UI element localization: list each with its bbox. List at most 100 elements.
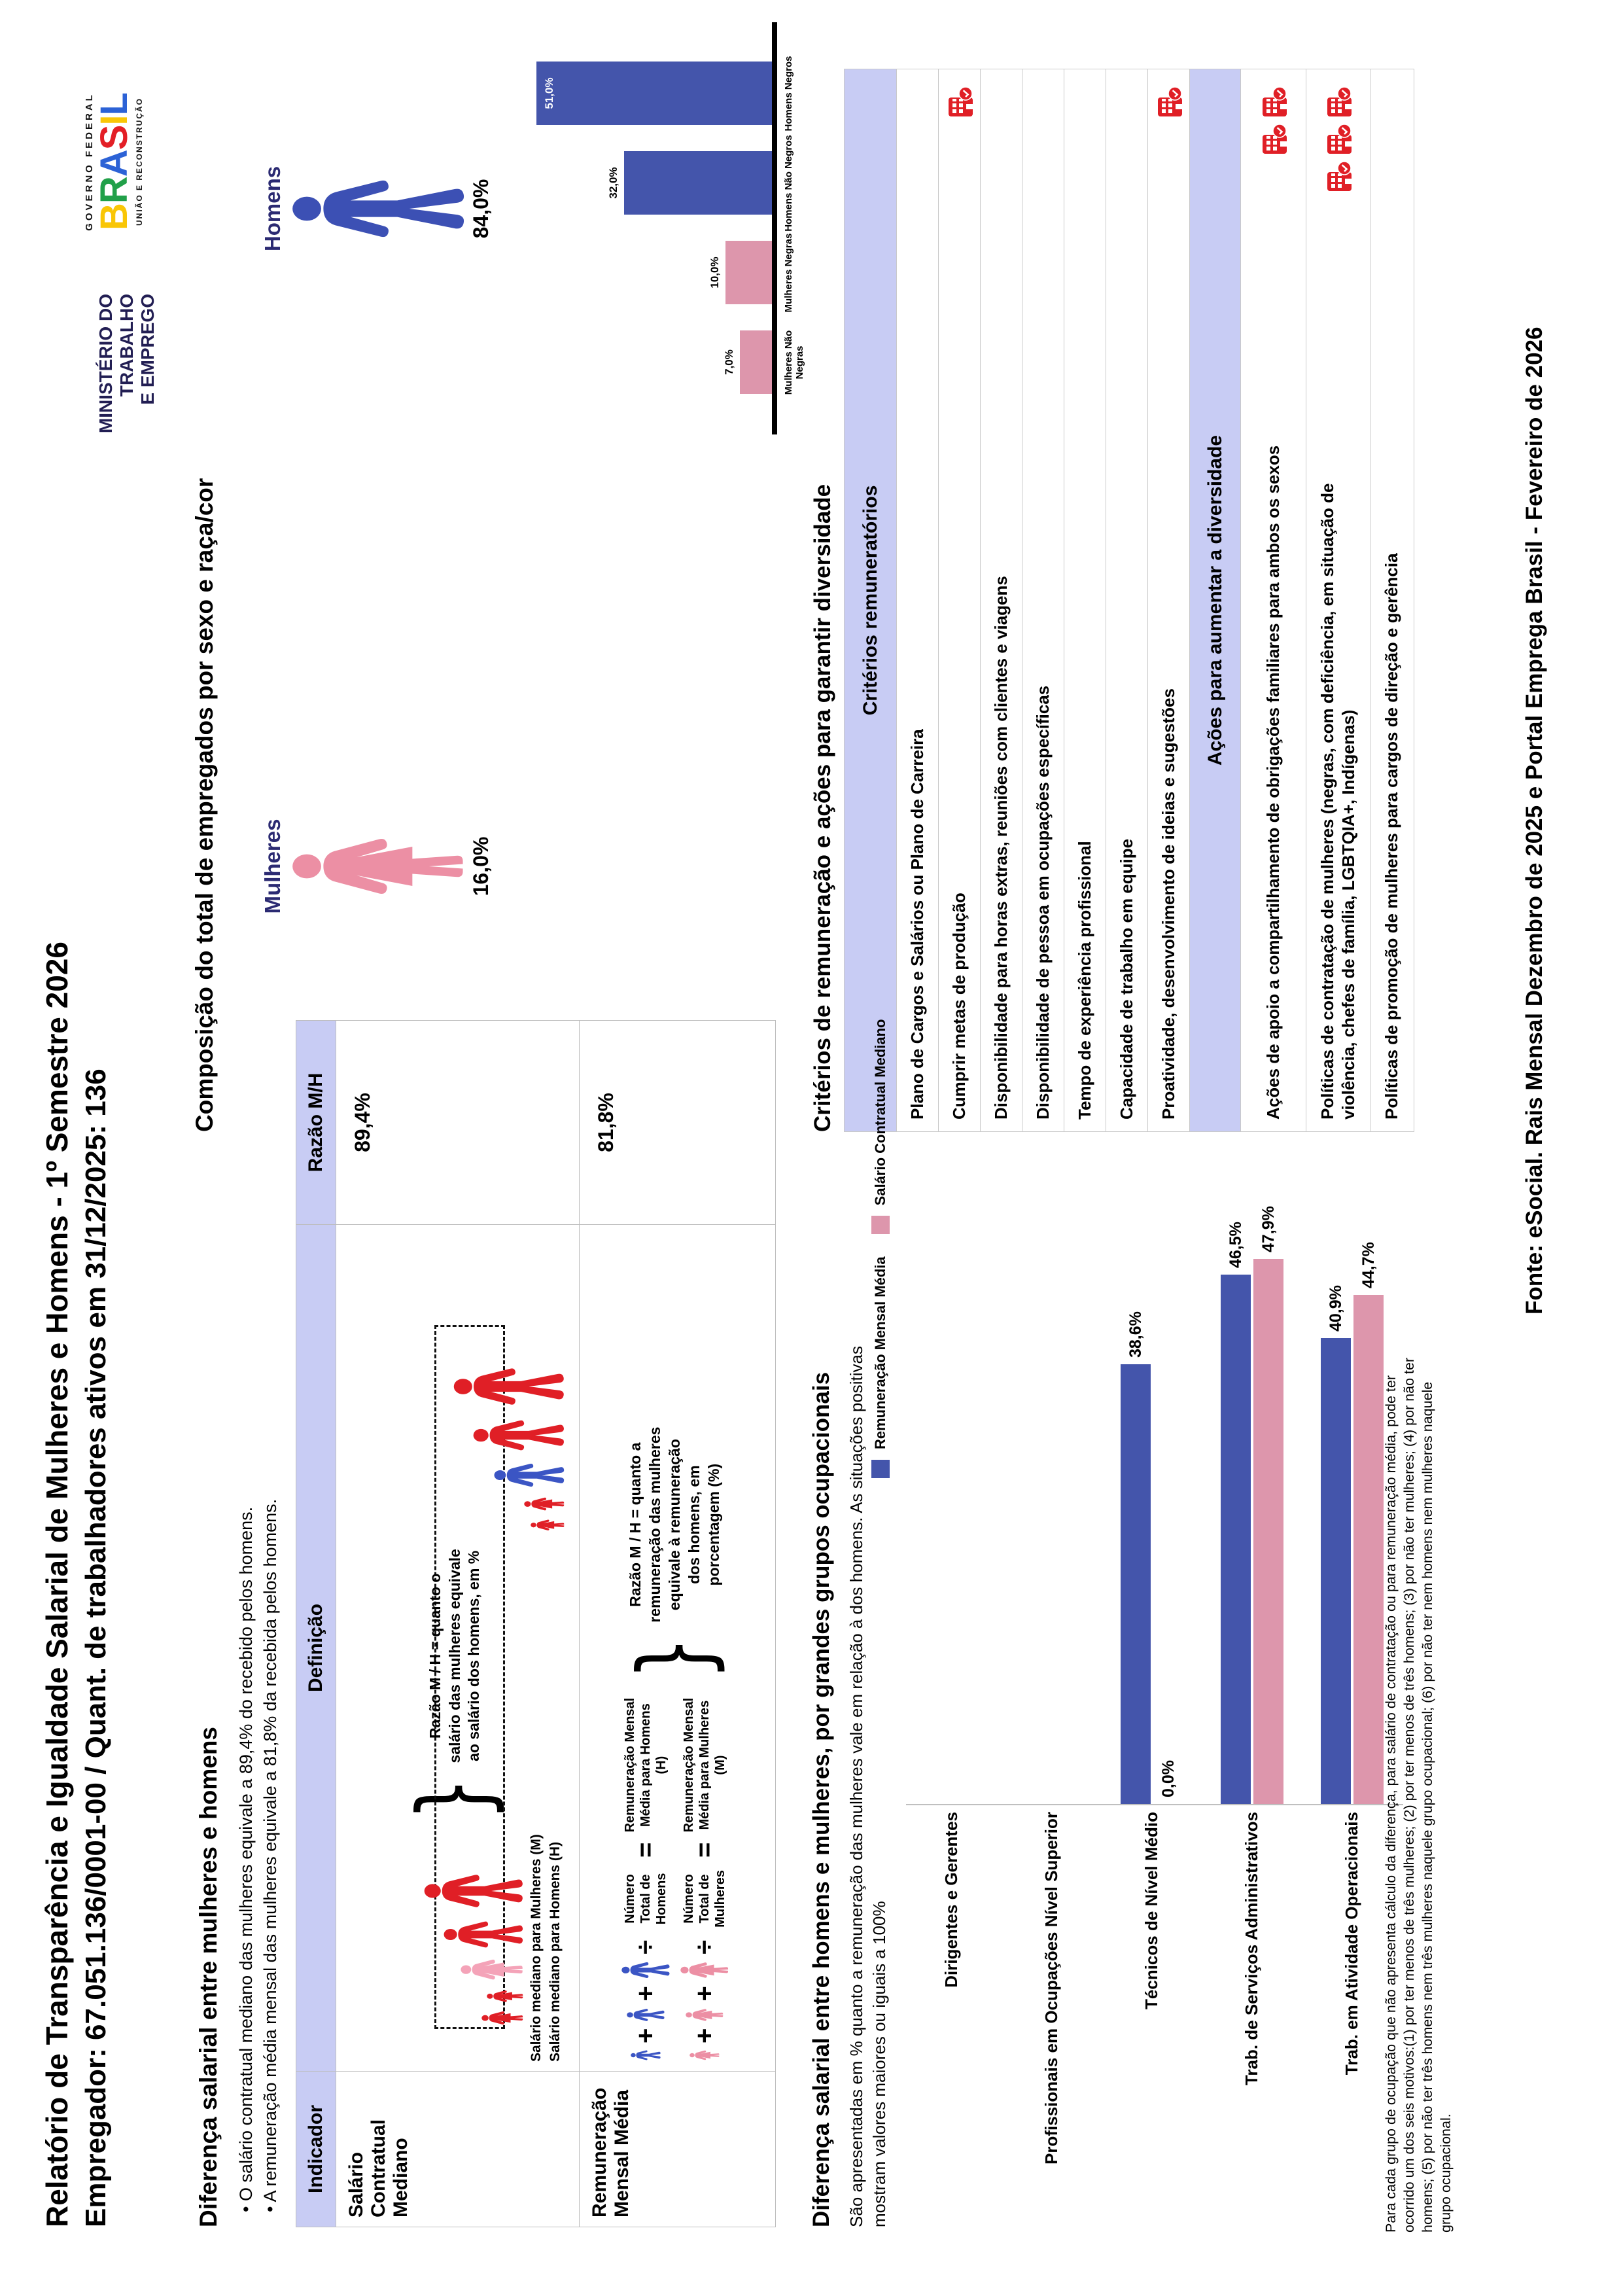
band-label: Critérios remuneratórios <box>859 485 881 716</box>
male-person-icon <box>292 180 464 238</box>
composition-bar: 7,0% <box>523 330 772 394</box>
band-label: Ações para aumentar a diversidade <box>1204 434 1226 766</box>
person-icon-small <box>631 2050 661 2060</box>
company-check-icon <box>947 86 973 117</box>
composition-axis <box>772 22 777 434</box>
company-check-icon <box>1326 161 1352 192</box>
women-salary-cluster <box>424 1869 523 2027</box>
salary-table-header: Indicador Definição Razão M/H <box>296 1021 336 2227</box>
legend-blue-label: Remuneração Mensal Média <box>872 1256 888 1449</box>
equals-sign: = <box>690 1842 719 1858</box>
footnote: Para cada grupo de ocupação que não apre… <box>1382 1358 1455 2233</box>
source-line: Fonte: eSocial. Rais Mensal Dezembro de … <box>1522 327 1547 1315</box>
divisor-text: Número Total de Homens <box>623 1873 669 1925</box>
brace-glyph: } <box>618 1636 732 1680</box>
criteria-icons <box>1259 86 1288 154</box>
subtitle-line: mostram valores maiores ou iguais a 100% <box>869 1901 889 2227</box>
footnote-line: ocorrido um dos seis motivos:(1) por ter… <box>1401 1357 1417 2233</box>
men-salary-cluster <box>453 1363 565 1532</box>
occupational-bar-blue <box>1121 1364 1151 1804</box>
criteria-row: Ações de apoio a compartilhamento de obr… <box>1241 69 1306 1131</box>
women-mean-formula: + + ÷ Número Total de Mulheres = Remuneração … <box>680 1693 729 2062</box>
ratio-value-median: 89,4% <box>351 1093 374 1152</box>
table-row-remuneracao-media: Remuneração Mensal Média + + ÷ Número Total… <box>580 1021 776 2227</box>
divisor-text: Número Total de Mulheres <box>682 1870 727 1928</box>
men-mean-formula: + + ÷ Número Total de Homens = Remuneração Me… <box>621 1693 670 2062</box>
criteria-band: Ações para aumentar a diversidade <box>1190 69 1241 1131</box>
occupational-bar-blue <box>1321 1338 1351 1804</box>
ratio-definition-text: Razão M / H = quanto o salário das mulhe… <box>426 1549 483 1763</box>
occupational-category-label: Dirigentes e Gerentes <box>941 1812 961 1988</box>
occupational-value-label: 38,6% <box>1126 1311 1145 1358</box>
result-text: Remuneração Mensal Média para Homens (H) <box>623 1697 669 1833</box>
female-person-icon <box>292 839 463 894</box>
indicator-label: Salário Contratual Mediano <box>336 2071 579 2227</box>
person-icon-woman-red <box>487 1990 523 2002</box>
legend-pink-label: Salário Contratual Mediano <box>872 1019 888 1206</box>
occupational-axis <box>906 1804 1403 1805</box>
person-icon-small <box>689 2050 720 2060</box>
criteria-row: Capacidade de trabalho em equipe <box>1106 69 1148 1131</box>
person-icon-man-red <box>473 1421 564 1451</box>
person-icon-woman-median-pink <box>461 1960 523 1980</box>
company-check-icon <box>1326 86 1352 117</box>
definition-cell-mean: + + ÷ Número Total de Homens = Remuneração Me… <box>580 1224 776 2071</box>
bar-value-label: 32,0% <box>607 167 620 199</box>
person-icon-man-red <box>424 1874 523 1907</box>
ratio-definition-text: Razão M / H = quanto a remuneração das m… <box>627 1426 722 1623</box>
occupational-chart: Dirigentes e Gerentes Profissionais em Oc… <box>906 1020 1410 2231</box>
criteria-row: Tempo de experiência profissional <box>1064 69 1106 1131</box>
employer-line: Empregador: 67.051.136/0001-00 / Quant. … <box>80 1069 112 2227</box>
person-icon-large <box>621 1962 670 1979</box>
female-label: Mulheres <box>260 819 285 914</box>
bullet-median: • O salário contratual mediano das mulhe… <box>236 1506 256 2212</box>
female-value: 16,0% <box>469 836 493 896</box>
company-check-icon <box>1261 86 1287 117</box>
person-icon-large <box>680 1962 729 1978</box>
composition-category-label: Homens Não Negros <box>783 135 794 232</box>
male-share-block: Homens 84,0% <box>260 143 493 274</box>
ministry-wordmark: MINISTÉRIO DO TRABALHO E EMPREGO <box>96 294 159 569</box>
company-check-icon <box>1157 86 1183 117</box>
salary-indicator-table: Indicador Definição Razão M/H Salário Co… <box>296 1020 776 2227</box>
criteria-icons <box>1324 86 1353 192</box>
occupational-bar-pink <box>1353 1295 1384 1804</box>
occupational-category-label: Trab. de Serviços Administrativos <box>1242 1812 1261 2086</box>
composition-chart: 7,0% Mulheres Não Negras 10,0% Mulheres … <box>523 22 850 434</box>
criteria-band: Critérios remuneratórios <box>845 69 897 1131</box>
gov-federal-logo: GOVERNO FEDERAL BRASIL UNIÃO E RECONSTRU… <box>84 50 144 273</box>
composition-category-label: Homens Negros <box>783 56 794 132</box>
occupational-legend: Remuneração Mensal Média Salário Contrat… <box>871 1019 890 1478</box>
company-check-icon <box>1326 124 1352 154</box>
label-median-women: Salário mediano para Mulheres (M) <box>529 1834 544 2062</box>
subtitle-line: São apresentadas em % quanto a remuneraç… <box>846 1346 866 2227</box>
occupational-bar-pink <box>1253 1259 1283 1804</box>
bar-value-label: 51,0% <box>543 77 555 109</box>
occupational-category-label: Trab. em Atividade Operacionais <box>1342 1812 1361 2075</box>
person-icon-medium <box>686 2008 724 2021</box>
composition-bar: 10,0% <box>523 241 772 304</box>
equals-sign: = <box>631 1842 660 1858</box>
ratio-value-mean: 81,8% <box>594 1093 618 1152</box>
person-icon-woman-red <box>531 1519 565 1530</box>
composition-heading: Composição do total de empregados por se… <box>191 478 218 1132</box>
person-icon-woman-red <box>524 1497 565 1511</box>
occupational-value-label: 40,9% <box>1327 1285 1345 1332</box>
composition-category-label: Mulheres Não Negras <box>783 330 805 395</box>
result-text: Remuneração Mensal Média para Mulheres (… <box>682 1697 727 1833</box>
person-icon-medium <box>627 2008 665 2021</box>
composition-bar: 51,0% <box>523 62 772 125</box>
footnote-line: grupo ocupacional. <box>1438 2113 1454 2233</box>
occupational-value-label: 44,7% <box>1359 1242 1378 1288</box>
bar-value-label: 7,0% <box>723 349 735 375</box>
criteria-table: Critérios remuneratórios Plano de Cargos… <box>844 69 1414 1132</box>
male-value: 84,0% <box>469 179 493 239</box>
criteria-row: Cumprir metas de produção <box>939 69 981 1131</box>
divide-sign: ÷ <box>631 1939 660 1954</box>
person-icon-man-red <box>453 1368 564 1405</box>
brasil-logo: BRASIL <box>93 93 135 230</box>
occupational-heading: Diferença salarial entre homens e mulher… <box>809 1371 834 2227</box>
ministry-line: MINISTÉRIO DO <box>96 294 116 434</box>
legend-blue-swatch <box>871 1460 890 1478</box>
